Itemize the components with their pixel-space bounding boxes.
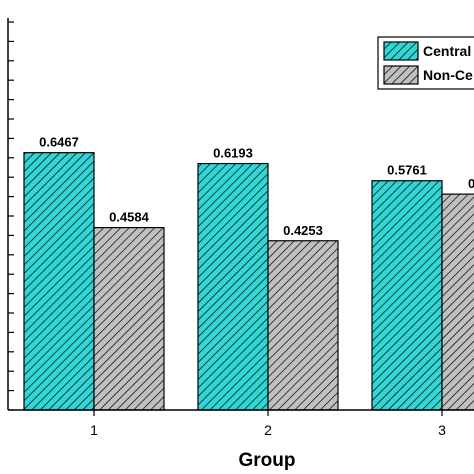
- x-tick-label: 3: [438, 422, 446, 438]
- data-label: 0.6467: [39, 135, 79, 150]
- bar-central-group-1: [23, 152, 95, 411]
- bars: [23, 152, 474, 411]
- legend-swatch: [383, 65, 419, 85]
- data-label: 0.4253: [283, 223, 323, 238]
- bar-non-central-group-2: [267, 240, 339, 411]
- bar-non-central-group-3: [441, 193, 474, 411]
- bar-central-group-2: [197, 162, 269, 411]
- legend-swatch: [383, 41, 419, 61]
- data-label: 0.6193: [213, 146, 253, 161]
- legend-label: Non-Ce: [423, 67, 473, 83]
- legend: Central Non-Ce: [377, 36, 474, 90]
- x-axis-title: Group: [239, 450, 296, 471]
- x-axis-ticks: 1 2 3: [90, 410, 446, 438]
- bar-central-group-3: [371, 180, 443, 411]
- x-tick-label: 2: [264, 422, 272, 438]
- x-tick-label: 1: [90, 422, 98, 438]
- bar-non-central-group-1: [93, 226, 165, 411]
- data-labels: 0.6467 0.6193 0.5761 0.4584 0.4253 0.5: [39, 135, 474, 238]
- legend-label: Central: [423, 43, 471, 59]
- data-label: 0.5: [468, 176, 474, 191]
- y-axis-ticks: [8, 21, 14, 411]
- data-label: 0.5761: [387, 163, 427, 178]
- data-label: 0.4584: [109, 210, 150, 225]
